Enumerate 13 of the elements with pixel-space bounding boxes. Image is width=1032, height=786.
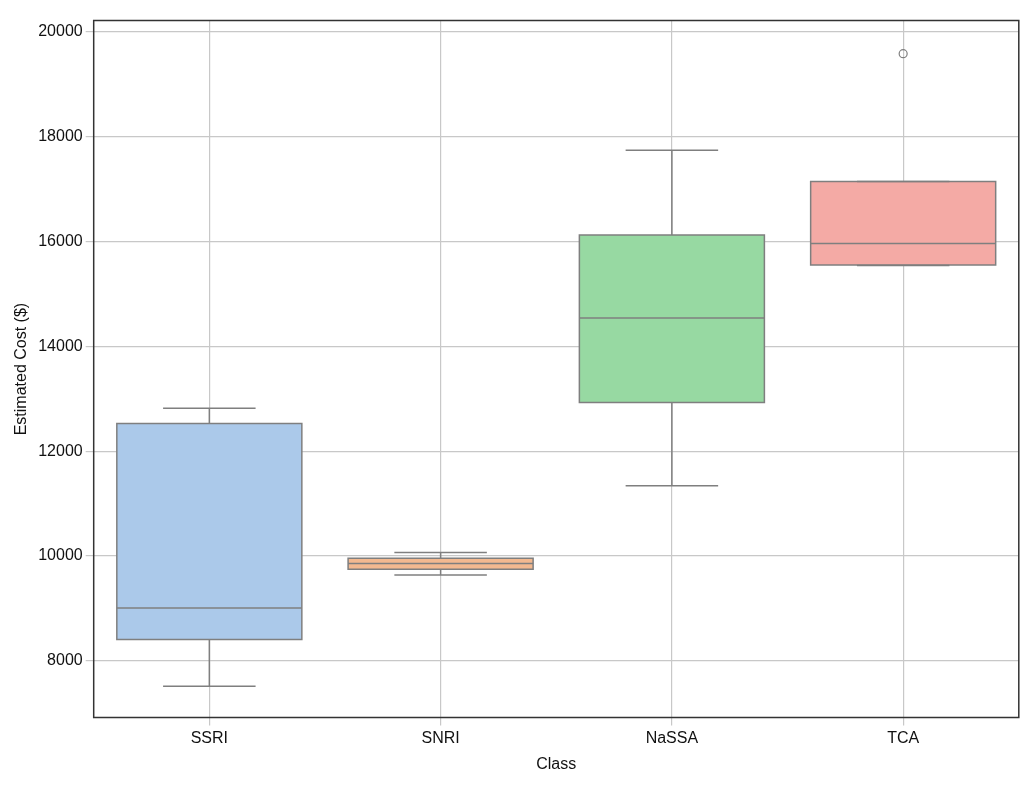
y-tick-label: 10000 <box>38 546 83 564</box>
y-tick-label: 12000 <box>38 441 83 459</box>
y-tick-label: 8000 <box>47 651 83 669</box>
y-axis-title: Estimated Cost ($) <box>12 302 30 436</box>
x-tick-label: SSRI <box>190 728 228 746</box>
y-tick-label: 14000 <box>38 336 83 354</box>
x-tick-label: TCA <box>887 728 920 746</box>
x-axis-title: Class <box>536 754 577 772</box>
x-tick-label: NaSSA <box>645 728 699 746</box>
x-tick-label: SNRI <box>421 728 460 746</box>
y-tick-label: 20000 <box>38 22 83 40</box>
y-tick-label: 16000 <box>38 231 83 249</box>
y-tick-label: 18000 <box>38 126 83 144</box>
